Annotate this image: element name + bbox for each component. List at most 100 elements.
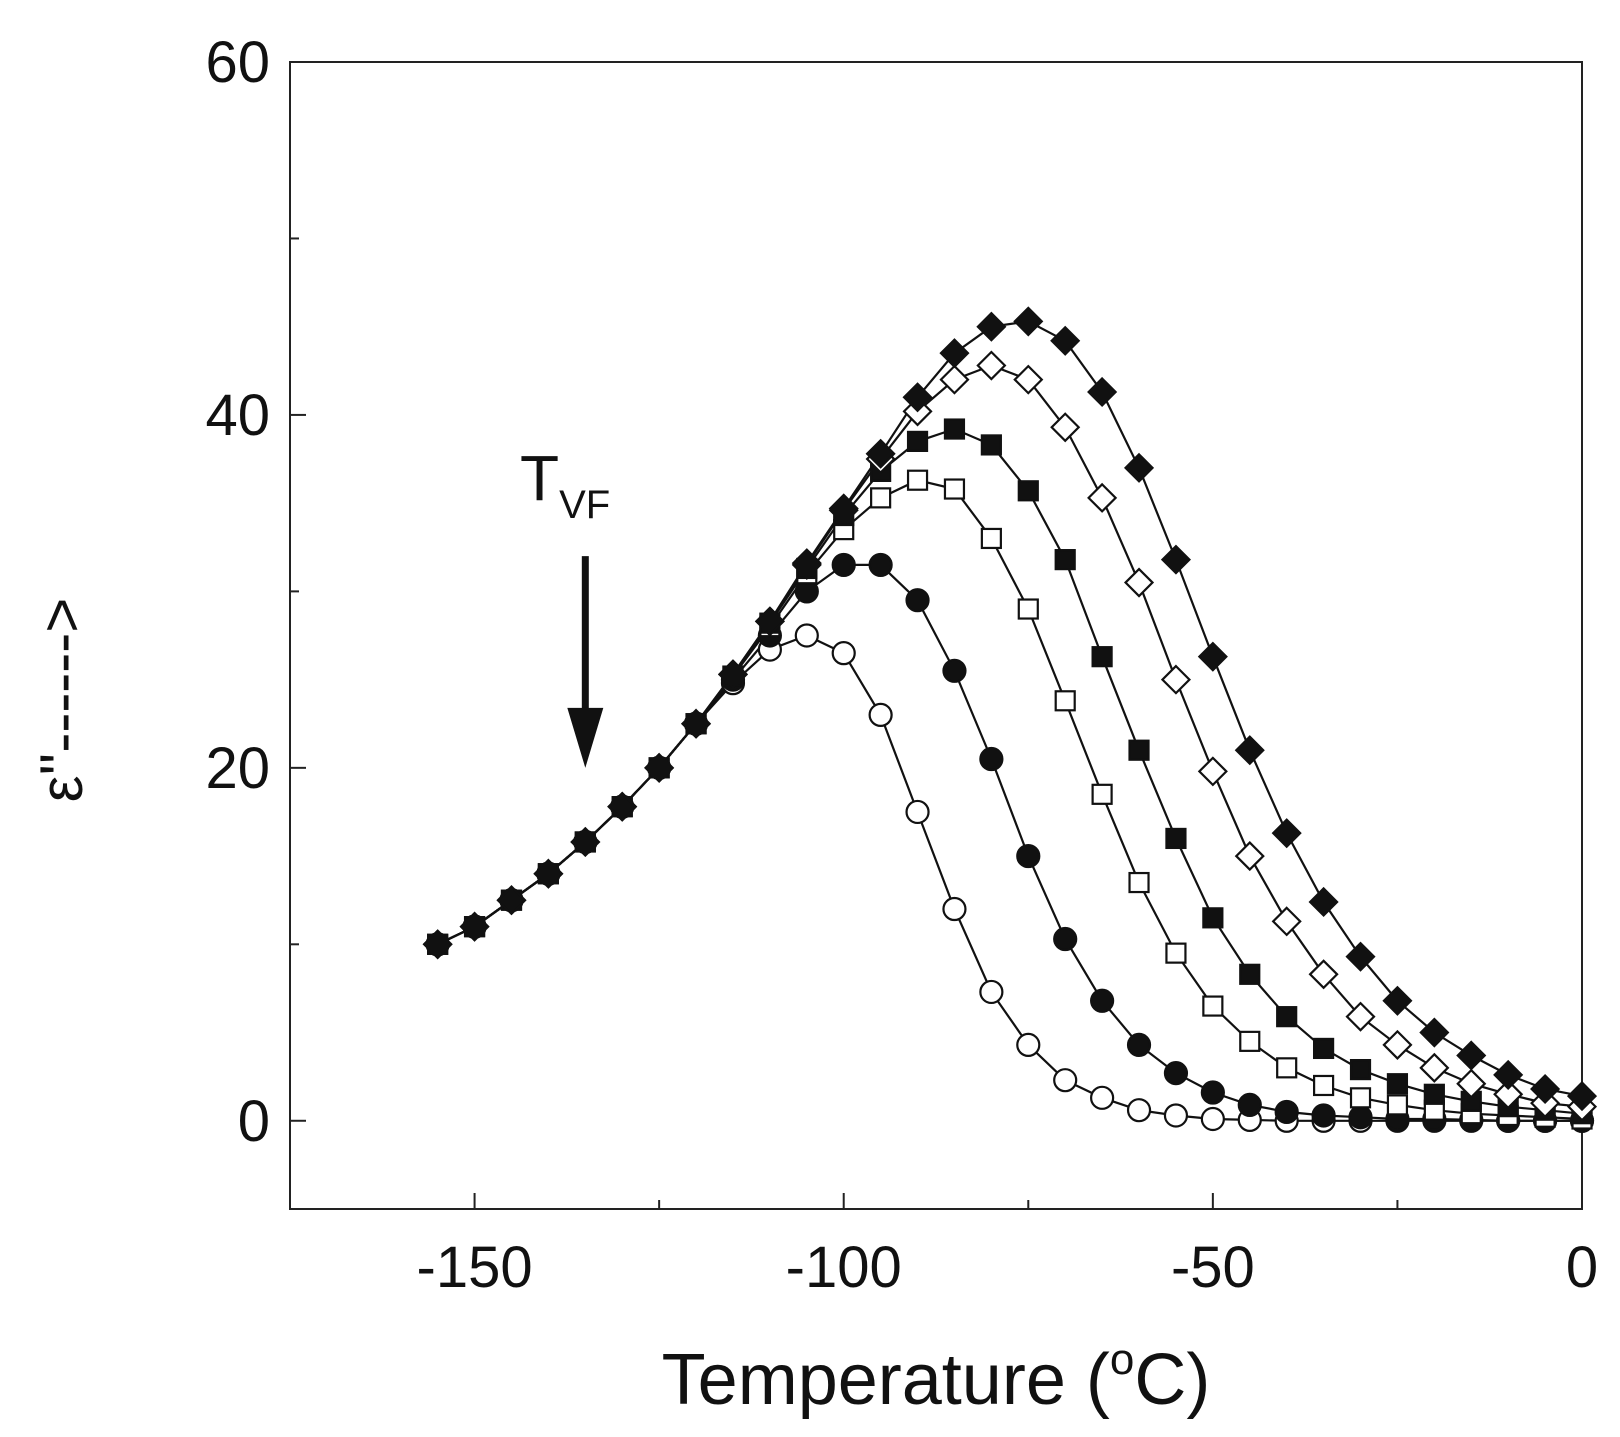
data-point (1345, 1001, 1376, 1032)
data-point (1382, 1029, 1413, 1060)
data-point (1234, 735, 1265, 766)
x-tick-label: 0 (1566, 1235, 1598, 1300)
data-point (1276, 1057, 1298, 1079)
data-point (865, 438, 896, 469)
data-point (1308, 959, 1339, 990)
data-point (791, 548, 822, 579)
data-point (459, 911, 490, 942)
series-line-0 (437, 634, 1582, 1122)
data-point (1349, 1058, 1372, 1081)
data-point (905, 799, 930, 825)
data-point (1054, 690, 1076, 712)
data-point (1530, 1073, 1561, 1105)
data-point (794, 623, 819, 648)
data-point (1239, 963, 1261, 985)
data-point (607, 791, 638, 822)
data-point (1349, 1087, 1372, 1109)
x-axis-title-main: Temperature ( (662, 1340, 1110, 1420)
data-point (1128, 739, 1150, 761)
series-line-1 (437, 563, 1582, 1122)
data-point (1123, 567, 1155, 598)
data-point (980, 527, 1002, 550)
data-point (570, 826, 601, 858)
data-point (1423, 1083, 1445, 1105)
data-point (870, 487, 892, 509)
data-point (1017, 598, 1039, 620)
data-point (1087, 376, 1118, 408)
data-point (496, 885, 527, 916)
tvf-arrow-head (567, 707, 604, 768)
data-point (1312, 1074, 1335, 1097)
data-point (1382, 985, 1413, 1016)
data-point (1312, 1037, 1335, 1060)
data-point (828, 493, 859, 524)
data-point (1202, 995, 1224, 1017)
data-point (1123, 452, 1155, 483)
x-tick-label: -100 (786, 1235, 902, 1300)
data-point (1163, 1061, 1189, 1086)
data-point (1013, 306, 1044, 337)
data-point (1197, 641, 1228, 672)
data-point (906, 469, 929, 491)
data-point (831, 641, 856, 666)
data-point (644, 752, 675, 783)
data-point (1493, 1079, 1524, 1110)
data-point (1090, 1085, 1115, 1110)
series-layer (422, 306, 1598, 1133)
data-point (1200, 1080, 1225, 1105)
data-point (943, 418, 966, 440)
y-tick-label: 20 (205, 736, 270, 801)
tick-layer: -150 -100 -50 0 0 20 40 60 (205, 30, 1598, 1300)
data-point (533, 858, 564, 889)
data-point (1087, 482, 1118, 513)
data-point (681, 708, 712, 739)
y-tick-label: 40 (205, 383, 270, 448)
data-point (868, 552, 893, 578)
data-point (979, 746, 1004, 772)
data-point (939, 338, 970, 369)
data-point (939, 364, 970, 395)
data-point (717, 659, 749, 690)
data-point (1126, 1032, 1152, 1057)
data-point (831, 552, 856, 578)
tvf-annotation: TVF (520, 442, 610, 768)
data-point (1419, 1017, 1450, 1048)
data-point (1017, 480, 1039, 502)
plot-border (289, 61, 1583, 1210)
data-point (1200, 1106, 1225, 1132)
data-point (754, 606, 785, 637)
data-point (976, 311, 1007, 342)
data-point (1348, 1105, 1373, 1130)
data-point (1271, 818, 1302, 849)
data-point (1090, 988, 1115, 1013)
data-point (1311, 1103, 1336, 1128)
y-tick-label: 0 (238, 1089, 270, 1154)
data-point (1160, 664, 1191, 695)
data-point (1274, 1099, 1299, 1125)
x-axis-title: Temperature (oC) (662, 1335, 1211, 1420)
data-point (1308, 886, 1339, 918)
data-point (906, 430, 929, 452)
data-point (1016, 843, 1041, 869)
data-point (1165, 942, 1187, 964)
svg-text:TVF: TVF (520, 442, 610, 527)
tvf-label: T (520, 442, 559, 514)
data-point (942, 658, 967, 683)
plot-frame (289, 61, 1583, 1210)
data-point (1013, 364, 1044, 395)
series-markers-5 (422, 306, 1598, 1112)
data-point (1276, 1006, 1298, 1028)
data-point (1271, 906, 1302, 937)
data-point (1234, 841, 1265, 872)
data-point (1160, 544, 1191, 575)
data-point (976, 350, 1007, 381)
data-point (1016, 1032, 1041, 1057)
data-point (1345, 941, 1376, 972)
data-point (905, 588, 930, 613)
y-axis-title: ε''------> (28, 598, 95, 803)
tvf-subscript: VF (559, 483, 610, 527)
series-line-4 (437, 364, 1583, 1108)
data-point (942, 896, 967, 922)
y-tick-label: 60 (205, 30, 270, 95)
data-point (902, 382, 933, 413)
